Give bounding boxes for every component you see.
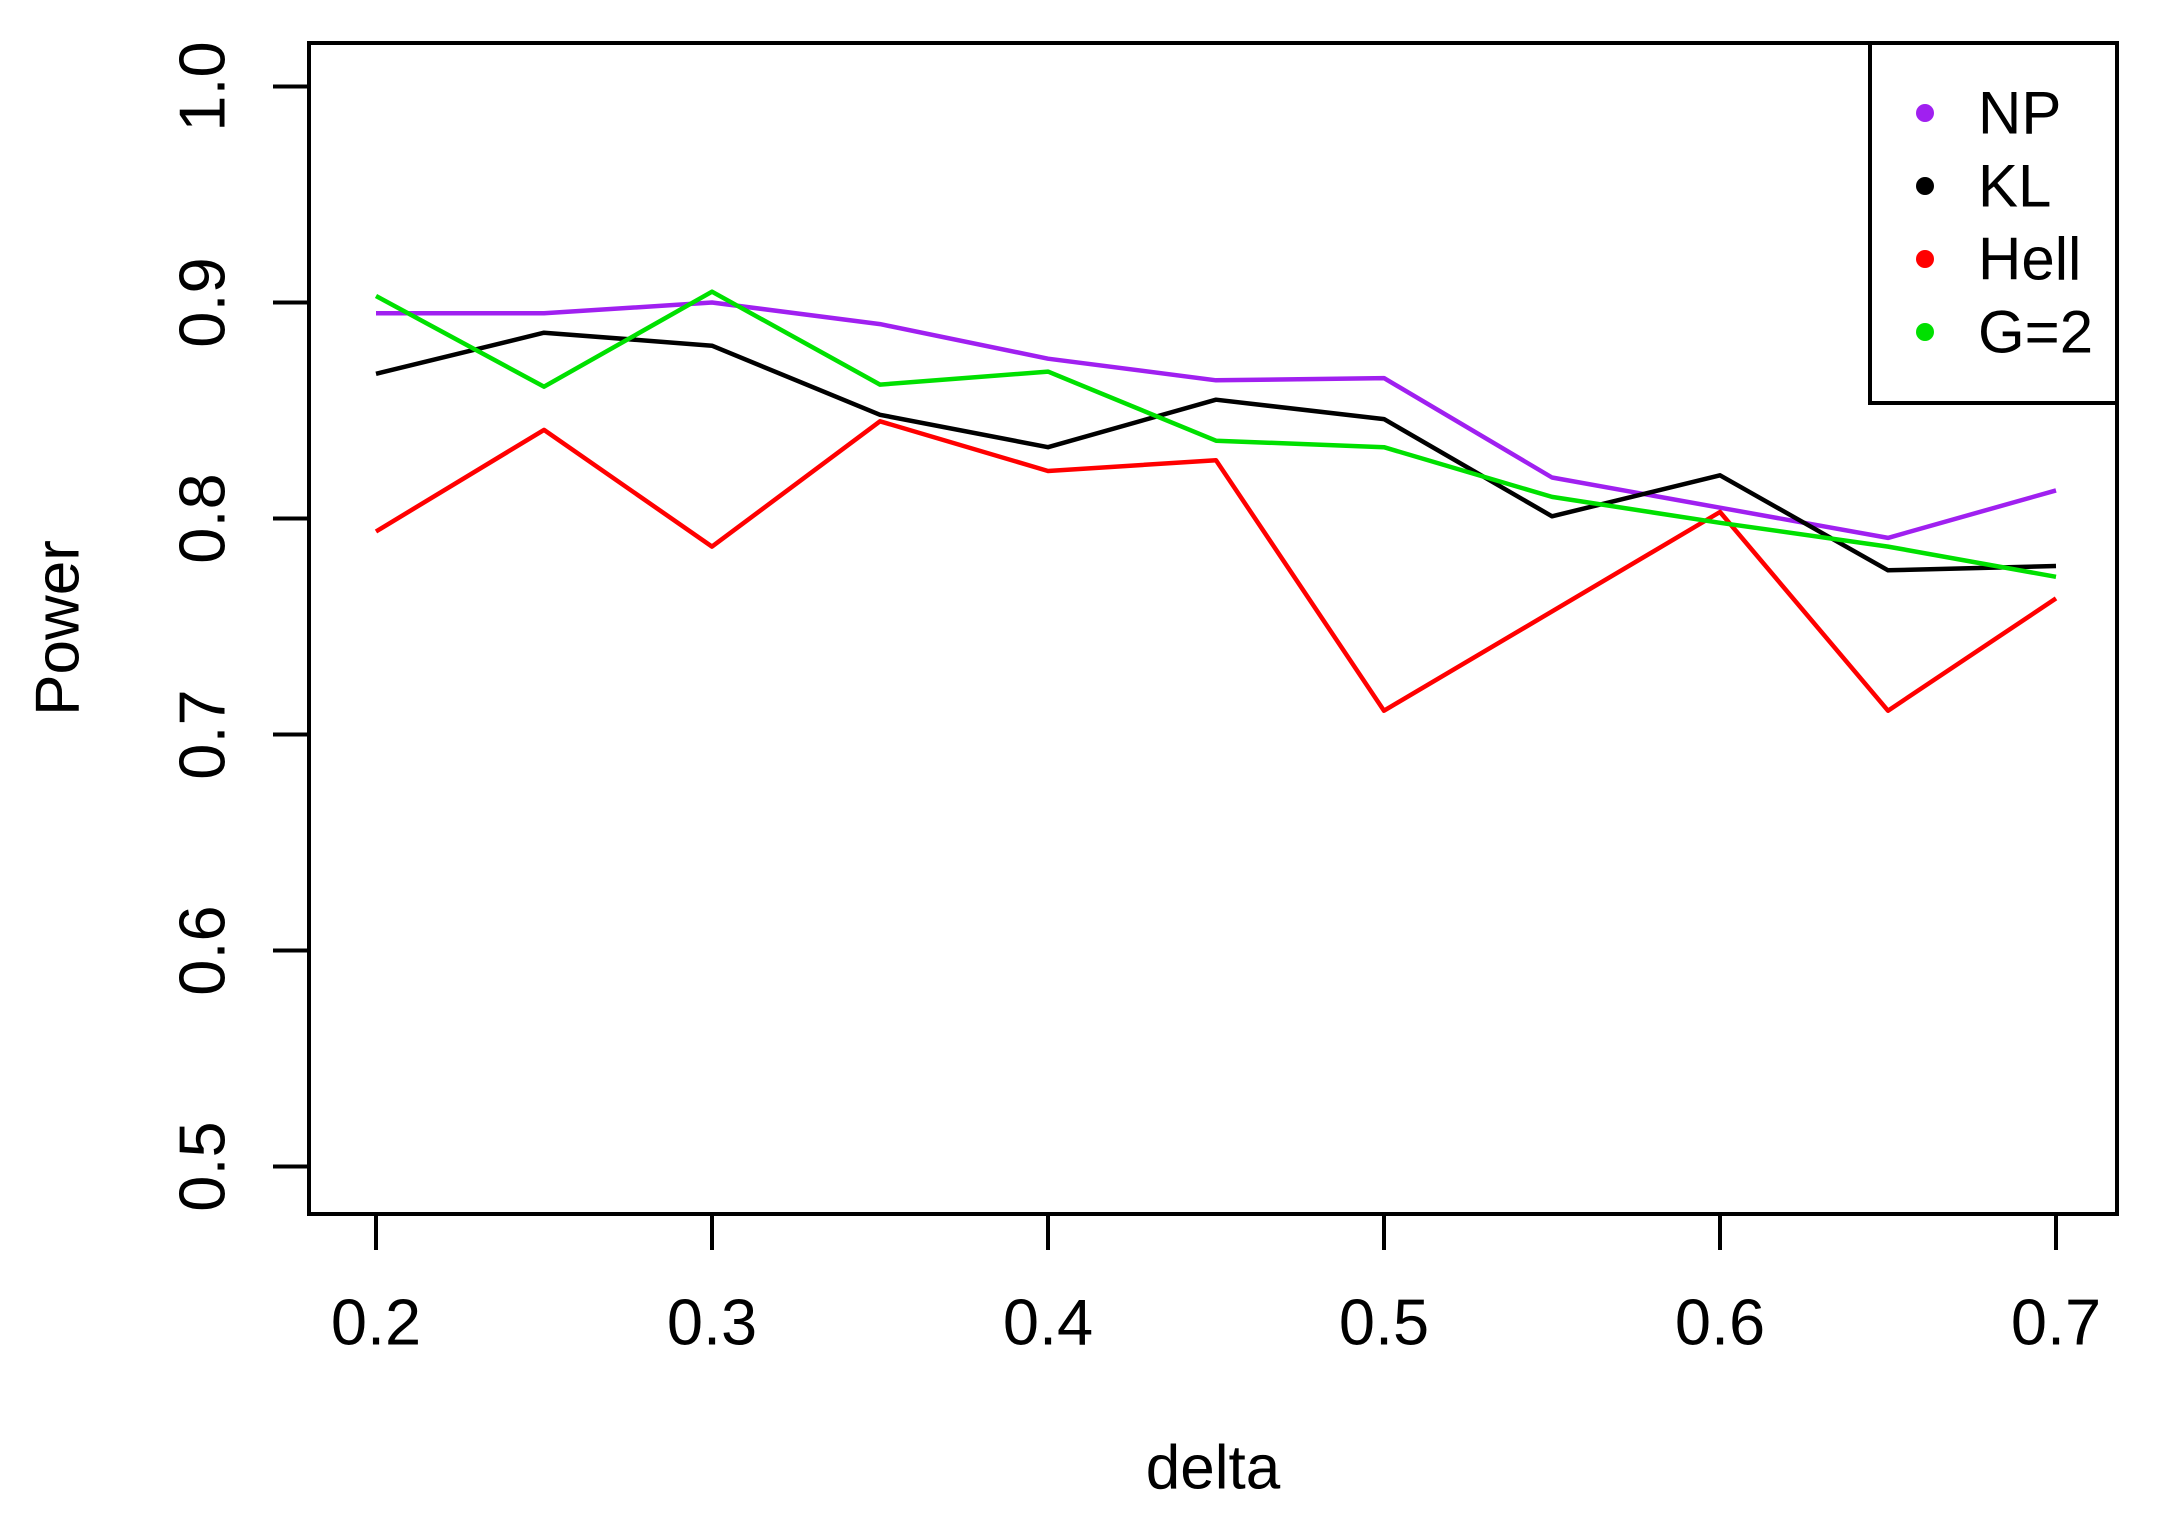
x-axis: 0.2 0.3 0.4 0.5 0.6 0.7: [331, 1214, 2101, 1359]
legend-dot-G=2: [1916, 323, 1934, 341]
y-tick-label: 1.0: [166, 41, 239, 131]
legend-label: G=2: [1978, 299, 2093, 366]
y-tick-label: 0.9: [166, 257, 239, 347]
series-lines: [374, 289, 2058, 713]
legend-label: Hell: [1978, 226, 2081, 293]
legend-label: KL: [1978, 153, 2051, 220]
series-line-Hell: [374, 419, 2058, 713]
y-axis: 1.0 0.9 0.8 0.7 0.6 0.5: [166, 41, 309, 1212]
x-tick-label: 0.6: [1675, 1286, 1765, 1359]
x-tick-label: 0.7: [2011, 1286, 2101, 1359]
x-tick-label: 0.2: [331, 1286, 421, 1359]
legend-box: [1868, 41, 2119, 405]
x-tick-label: 0.3: [667, 1286, 757, 1359]
plot-frame: [307, 41, 2119, 1216]
x-axis-title: delta: [1146, 1434, 1281, 1503]
x-tick-label: 0.4: [1003, 1286, 1093, 1359]
x-tick-label: 0.5: [1339, 1286, 1429, 1359]
y-tick-label: 0.8: [166, 473, 239, 563]
y-axis-title: Power: [24, 540, 93, 716]
legend-dot-NP: [1916, 104, 1934, 122]
y-tick-label: 0.7: [166, 689, 239, 779]
y-tick-label: 0.6: [166, 905, 239, 995]
series-line-G=2: [374, 289, 2057, 580]
legend-dot-KL: [1916, 177, 1934, 195]
series-line-NP: [376, 300, 2057, 541]
legend-label: NP: [1978, 80, 2061, 147]
legend-dot-Hell: [1916, 250, 1934, 268]
series-line-KL: [375, 330, 2057, 573]
y-tick-label: 0.5: [166, 1121, 239, 1211]
